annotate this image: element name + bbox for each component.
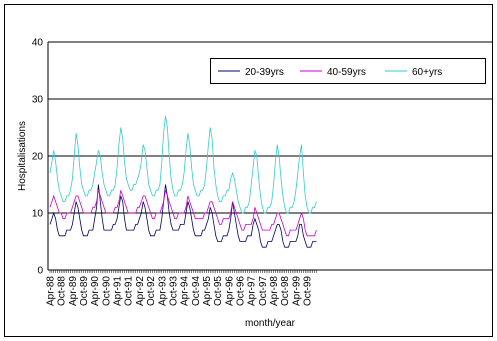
x-tick-label: Apr-88 <box>46 276 57 306</box>
x-tick-label: Apr-90 <box>90 276 101 306</box>
x-tick-label: Oct-97 <box>258 276 269 306</box>
legend-label: 60+yrs <box>412 67 442 78</box>
series-line <box>49 184 317 248</box>
x-tick-label: Oct-88 <box>57 276 68 306</box>
x-tick-label: Apr-97 <box>247 276 258 306</box>
y-tick-label: 40 <box>32 38 44 49</box>
series-line <box>49 116 317 214</box>
x-tick-label: Oct-94 <box>191 276 202 306</box>
x-tick-label: Oct-89 <box>79 276 90 306</box>
x-tick-label: Apr-99 <box>291 276 302 306</box>
x-tick-label: Oct-96 <box>236 276 247 306</box>
y-tick-label: 0 <box>37 266 43 277</box>
legend-label: 20-39yrs <box>245 67 284 78</box>
legend-label: 40-59yrs <box>327 67 366 78</box>
x-tick-label: Apr-98 <box>269 276 280 306</box>
x-tick-label: Oct-92 <box>146 276 157 306</box>
x-tick-label: Apr-92 <box>135 276 146 306</box>
y-tick-label: 30 <box>32 95 44 106</box>
y-axis-title: Hospitalisations <box>17 121 28 191</box>
x-axis-title: month/year <box>245 318 296 329</box>
x-tick-label: Oct-95 <box>213 276 224 306</box>
y-tick-label: 10 <box>32 209 44 220</box>
x-tick-label: Oct-90 <box>101 276 112 306</box>
x-tick-label: Apr-93 <box>157 276 168 306</box>
x-tick-label: Apr-94 <box>180 276 191 306</box>
y-tick-label: 20 <box>32 152 44 163</box>
series-line <box>49 190 317 237</box>
x-tick-label: Apr-95 <box>202 276 213 306</box>
legend-box <box>210 58 486 84</box>
x-tick-label: Apr-91 <box>113 276 124 306</box>
x-tick-label: Apr-96 <box>224 276 235 306</box>
x-tick-label: Oct-99 <box>303 276 314 306</box>
x-tick-label: Oct-91 <box>124 276 135 306</box>
x-tick-label: Apr-89 <box>68 276 79 306</box>
x-tick-label: Oct-98 <box>280 276 291 306</box>
x-tick-label: Oct-93 <box>168 276 179 306</box>
